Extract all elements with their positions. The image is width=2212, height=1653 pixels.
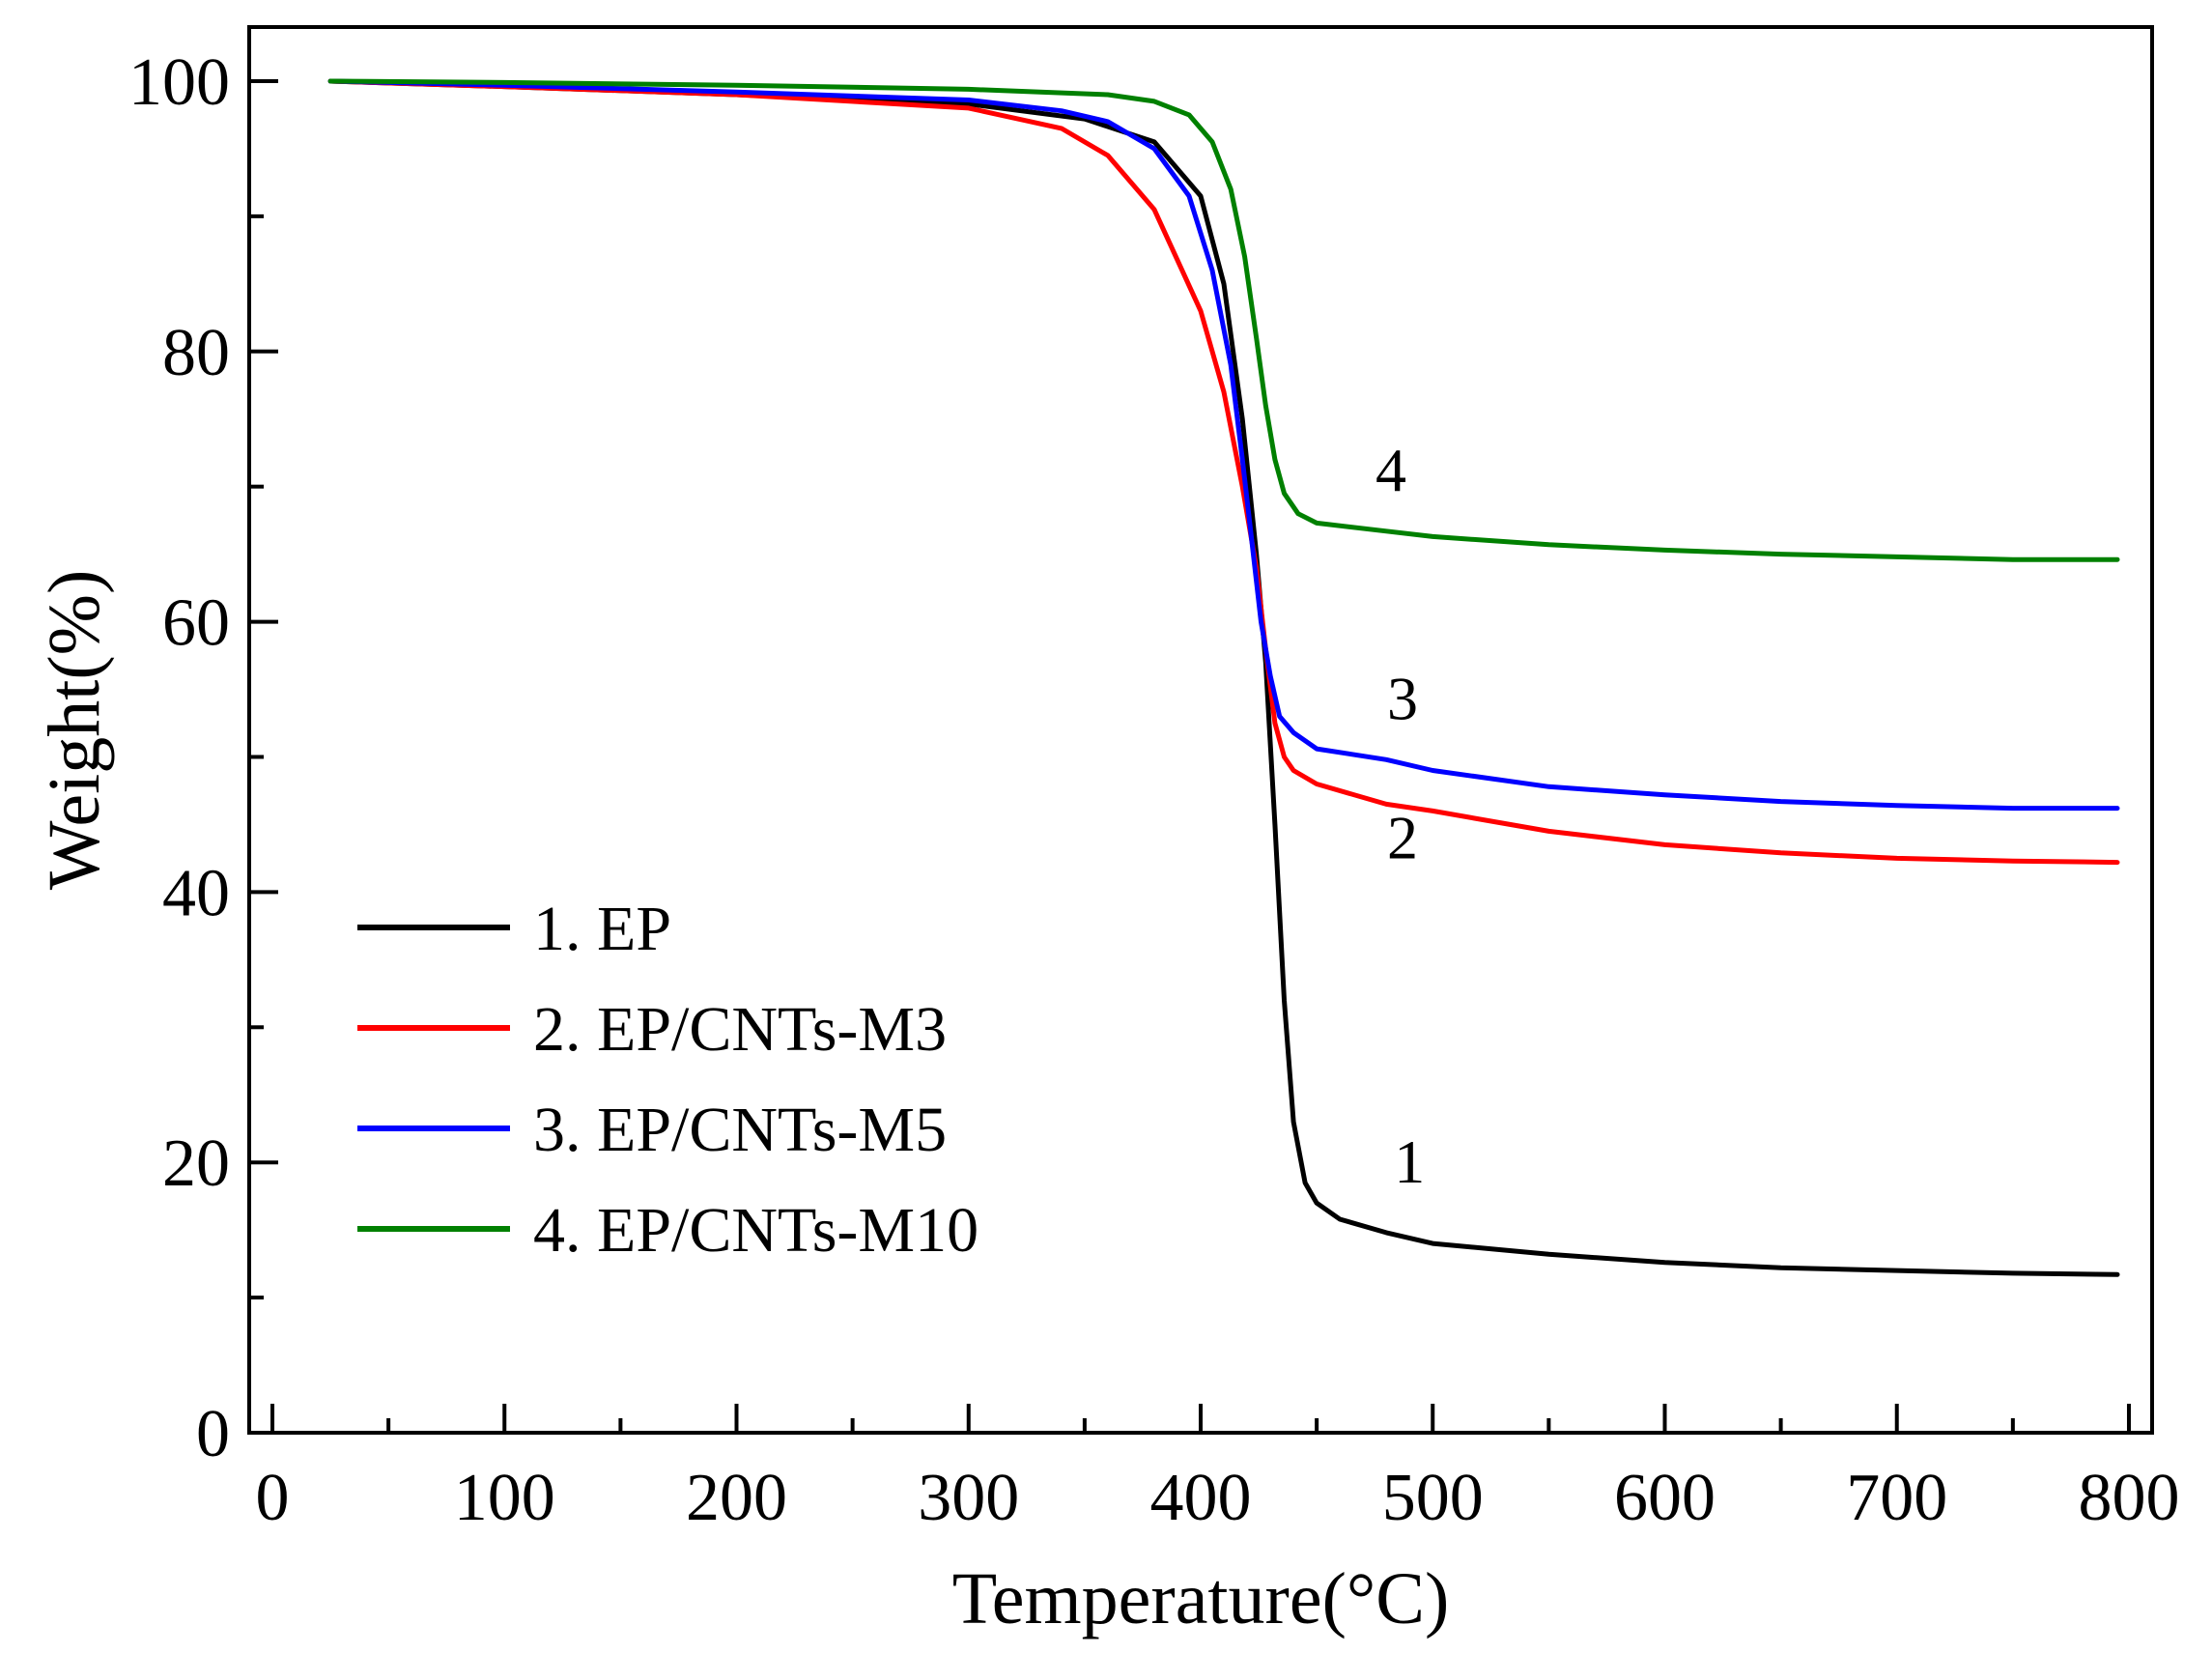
x-tick-label: 0	[256, 1461, 290, 1535]
plot-frame	[247, 25, 2154, 1435]
legend-label-1: 1. EP	[533, 894, 671, 964]
x-tick-label: 200	[686, 1461, 787, 1535]
legend-label-4: 4. EP/CNTs-M10	[533, 1195, 978, 1266]
legend: 1. EP 2. EP/CNTs-M3 3. EP/CNTs-M5 4. EP/CNT…	[357, 894, 978, 1266]
x-axis-title: Temperature(°C)	[952, 1558, 1450, 1639]
legend-label-3: 3. EP/CNTs-M5	[533, 1095, 947, 1165]
series-lines	[327, 78, 2120, 1277]
series-line-2	[327, 78, 2120, 866]
curve-labels: 1 2 3 4	[1375, 436, 1425, 1196]
x-tick-label: 100	[454, 1461, 555, 1535]
curve-label-3: 3	[1387, 664, 1418, 732]
x-tick-label: 600	[1614, 1461, 1716, 1535]
curve-label-1: 1	[1394, 1127, 1425, 1196]
x-tick-label: 800	[2078, 1461, 2179, 1535]
y-tick-label: 60	[162, 586, 230, 661]
y-tick-label: 0	[196, 1397, 230, 1471]
series-line-1	[327, 78, 2120, 1277]
y-tick-label: 40	[162, 856, 230, 930]
y-axis-title: Weight(%)	[34, 570, 115, 891]
y-tick-label: 20	[162, 1126, 230, 1201]
axis-ticks: 0 100 200 300 400 500 600 700 800 0 20 40 60 80 100	[128, 45, 2179, 1535]
x-tick-label: 400	[1150, 1461, 1252, 1535]
x-tick-label: 700	[1846, 1461, 1947, 1535]
y-tick-label: 100	[128, 45, 230, 120]
legend-label-2: 2. EP/CNTs-M3	[533, 994, 947, 1065]
x-tick-label: 500	[1382, 1461, 1484, 1535]
y-tick-label: 80	[162, 316, 230, 390]
x-tick-label: 300	[918, 1461, 1019, 1535]
series-line-3	[327, 78, 2120, 812]
curve-label-4: 4	[1375, 436, 1406, 504]
curve-label-2: 2	[1387, 803, 1418, 871]
series-line-4	[327, 78, 2120, 562]
